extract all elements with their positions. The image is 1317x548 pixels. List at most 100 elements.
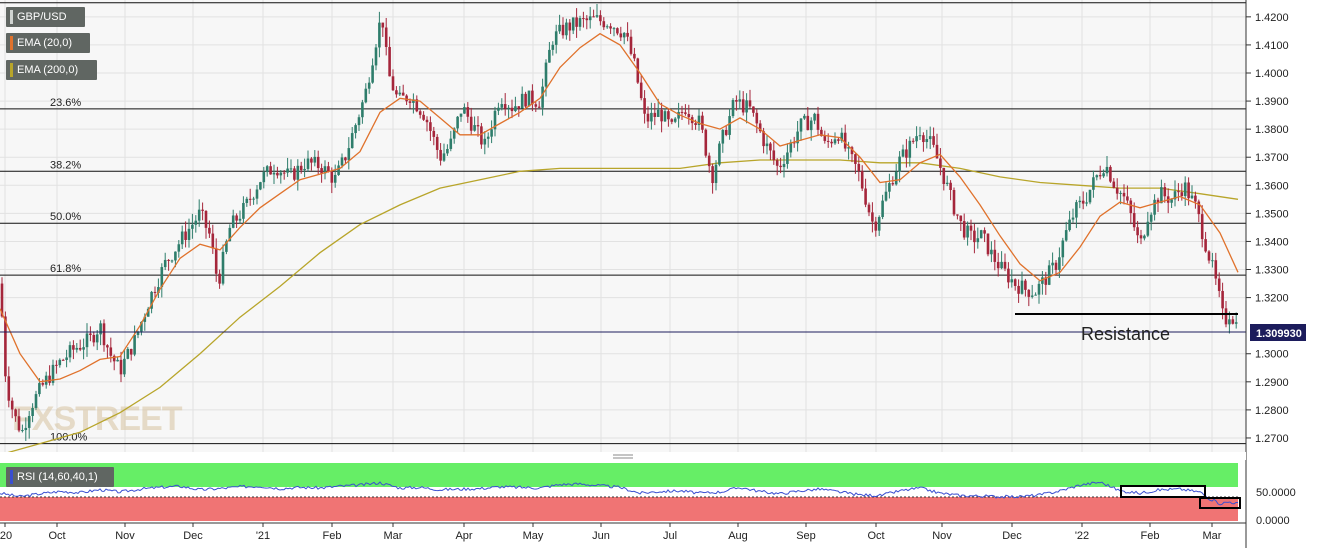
candle-body bbox=[571, 17, 575, 31]
candle-body bbox=[473, 125, 476, 131]
price-tick-label: 1.2800 bbox=[1255, 405, 1289, 417]
candle-body bbox=[1183, 182, 1187, 197]
candle-body bbox=[799, 118, 803, 132]
fib-label: 38.2% bbox=[50, 159, 81, 171]
ema200-line bbox=[0, 159, 1239, 456]
candle-body bbox=[714, 164, 718, 184]
legend-ema200[interactable]: EMA (200,0) bbox=[6, 60, 97, 80]
candle-body bbox=[218, 273, 221, 284]
candle-body bbox=[1200, 214, 1204, 240]
candle-body bbox=[1115, 187, 1119, 194]
candle-body bbox=[388, 46, 391, 77]
candle-body bbox=[1187, 182, 1190, 199]
candle-body bbox=[741, 99, 745, 113]
candle-body bbox=[833, 139, 837, 144]
candle-body bbox=[469, 116, 473, 131]
candle-body bbox=[544, 62, 548, 87]
candle-body bbox=[1047, 265, 1051, 285]
candle-body bbox=[242, 202, 245, 219]
candle-body bbox=[616, 28, 619, 34]
candle-body bbox=[177, 244, 181, 252]
rsi-highlight-box bbox=[1199, 497, 1241, 509]
candle-body bbox=[905, 149, 908, 158]
candle-body bbox=[932, 136, 935, 145]
candle-body bbox=[289, 168, 293, 170]
candle-body bbox=[279, 172, 283, 176]
candle-body bbox=[10, 400, 14, 410]
fib-label: 61.8% bbox=[50, 263, 81, 275]
candle-body bbox=[599, 15, 602, 22]
candle-body bbox=[806, 115, 810, 131]
candle-body bbox=[262, 172, 266, 183]
candle-body bbox=[1224, 308, 1228, 325]
candle-body bbox=[1034, 294, 1037, 296]
candle-body bbox=[816, 113, 820, 130]
candle-body bbox=[245, 198, 249, 203]
candle-body bbox=[1007, 268, 1010, 283]
fxstreet-watermark: FXSTREET bbox=[12, 400, 183, 438]
candle-body bbox=[102, 323, 106, 346]
candle-body bbox=[945, 182, 949, 184]
candle-body bbox=[384, 27, 388, 47]
candle-body bbox=[724, 129, 728, 135]
candle-body bbox=[809, 120, 813, 131]
candle-body bbox=[1234, 322, 1238, 324]
candle-body bbox=[34, 394, 38, 408]
candle-body bbox=[286, 168, 289, 173]
candle-body bbox=[27, 415, 31, 428]
candle-body bbox=[891, 183, 895, 185]
candle-body bbox=[1020, 280, 1024, 294]
candle-body bbox=[541, 86, 544, 108]
ema200-path bbox=[0, 159, 1239, 456]
legend-rsi[interactable]: RSI (14,60,40,1) bbox=[6, 467, 114, 487]
candle-body bbox=[214, 248, 218, 274]
candle-body bbox=[61, 359, 65, 361]
candle-body bbox=[1000, 261, 1003, 269]
candle-body bbox=[782, 163, 786, 168]
candle-body bbox=[1180, 192, 1184, 197]
candle-body bbox=[745, 100, 748, 113]
legend-ema20[interactable]: EMA (20,0) bbox=[6, 33, 90, 53]
candle-body bbox=[197, 209, 201, 221]
candle-body bbox=[826, 140, 830, 142]
legend-ema20-label: EMA (20,0) bbox=[17, 37, 73, 49]
price-tick-label: 1.3300 bbox=[1255, 265, 1289, 277]
candle-body bbox=[143, 316, 147, 322]
candle-body bbox=[408, 101, 412, 103]
candle-body bbox=[673, 118, 677, 122]
legend-pair-label: GBP/USD bbox=[17, 11, 67, 23]
candle-body bbox=[558, 24, 561, 32]
candle-body bbox=[412, 99, 415, 103]
candle-body bbox=[626, 32, 629, 37]
legend-rsi-label: RSI (14,60,40,1) bbox=[17, 471, 98, 483]
candle-body bbox=[14, 409, 17, 417]
candle-body bbox=[364, 88, 368, 103]
candle-body bbox=[136, 331, 140, 335]
candle-body bbox=[694, 123, 697, 125]
candle-body bbox=[1228, 319, 1231, 325]
candle-body bbox=[194, 220, 198, 225]
candle-body bbox=[1061, 240, 1065, 258]
candle-body bbox=[85, 333, 89, 348]
pane-divider[interactable] bbox=[0, 452, 1246, 460]
time-tick-label: Jun bbox=[592, 530, 610, 542]
candle-body bbox=[398, 92, 402, 95]
candle-body bbox=[592, 16, 595, 18]
candle-body bbox=[1081, 200, 1085, 204]
candle-body bbox=[493, 110, 497, 130]
candle-body bbox=[911, 140, 915, 142]
candle-body bbox=[44, 375, 48, 385]
candle-body bbox=[82, 347, 85, 350]
legend-pair[interactable]: GBP/USD bbox=[6, 7, 85, 27]
candle-body bbox=[922, 135, 925, 143]
candle-body bbox=[347, 148, 351, 161]
candle-body bbox=[126, 348, 130, 359]
candle-body bbox=[996, 261, 1000, 269]
candle-body bbox=[296, 165, 300, 180]
candle-body bbox=[990, 249, 993, 255]
candle-body bbox=[92, 334, 96, 343]
candle-body bbox=[211, 233, 215, 249]
candle-body bbox=[973, 230, 976, 243]
candle-body bbox=[293, 168, 296, 180]
candle-body bbox=[140, 321, 143, 332]
